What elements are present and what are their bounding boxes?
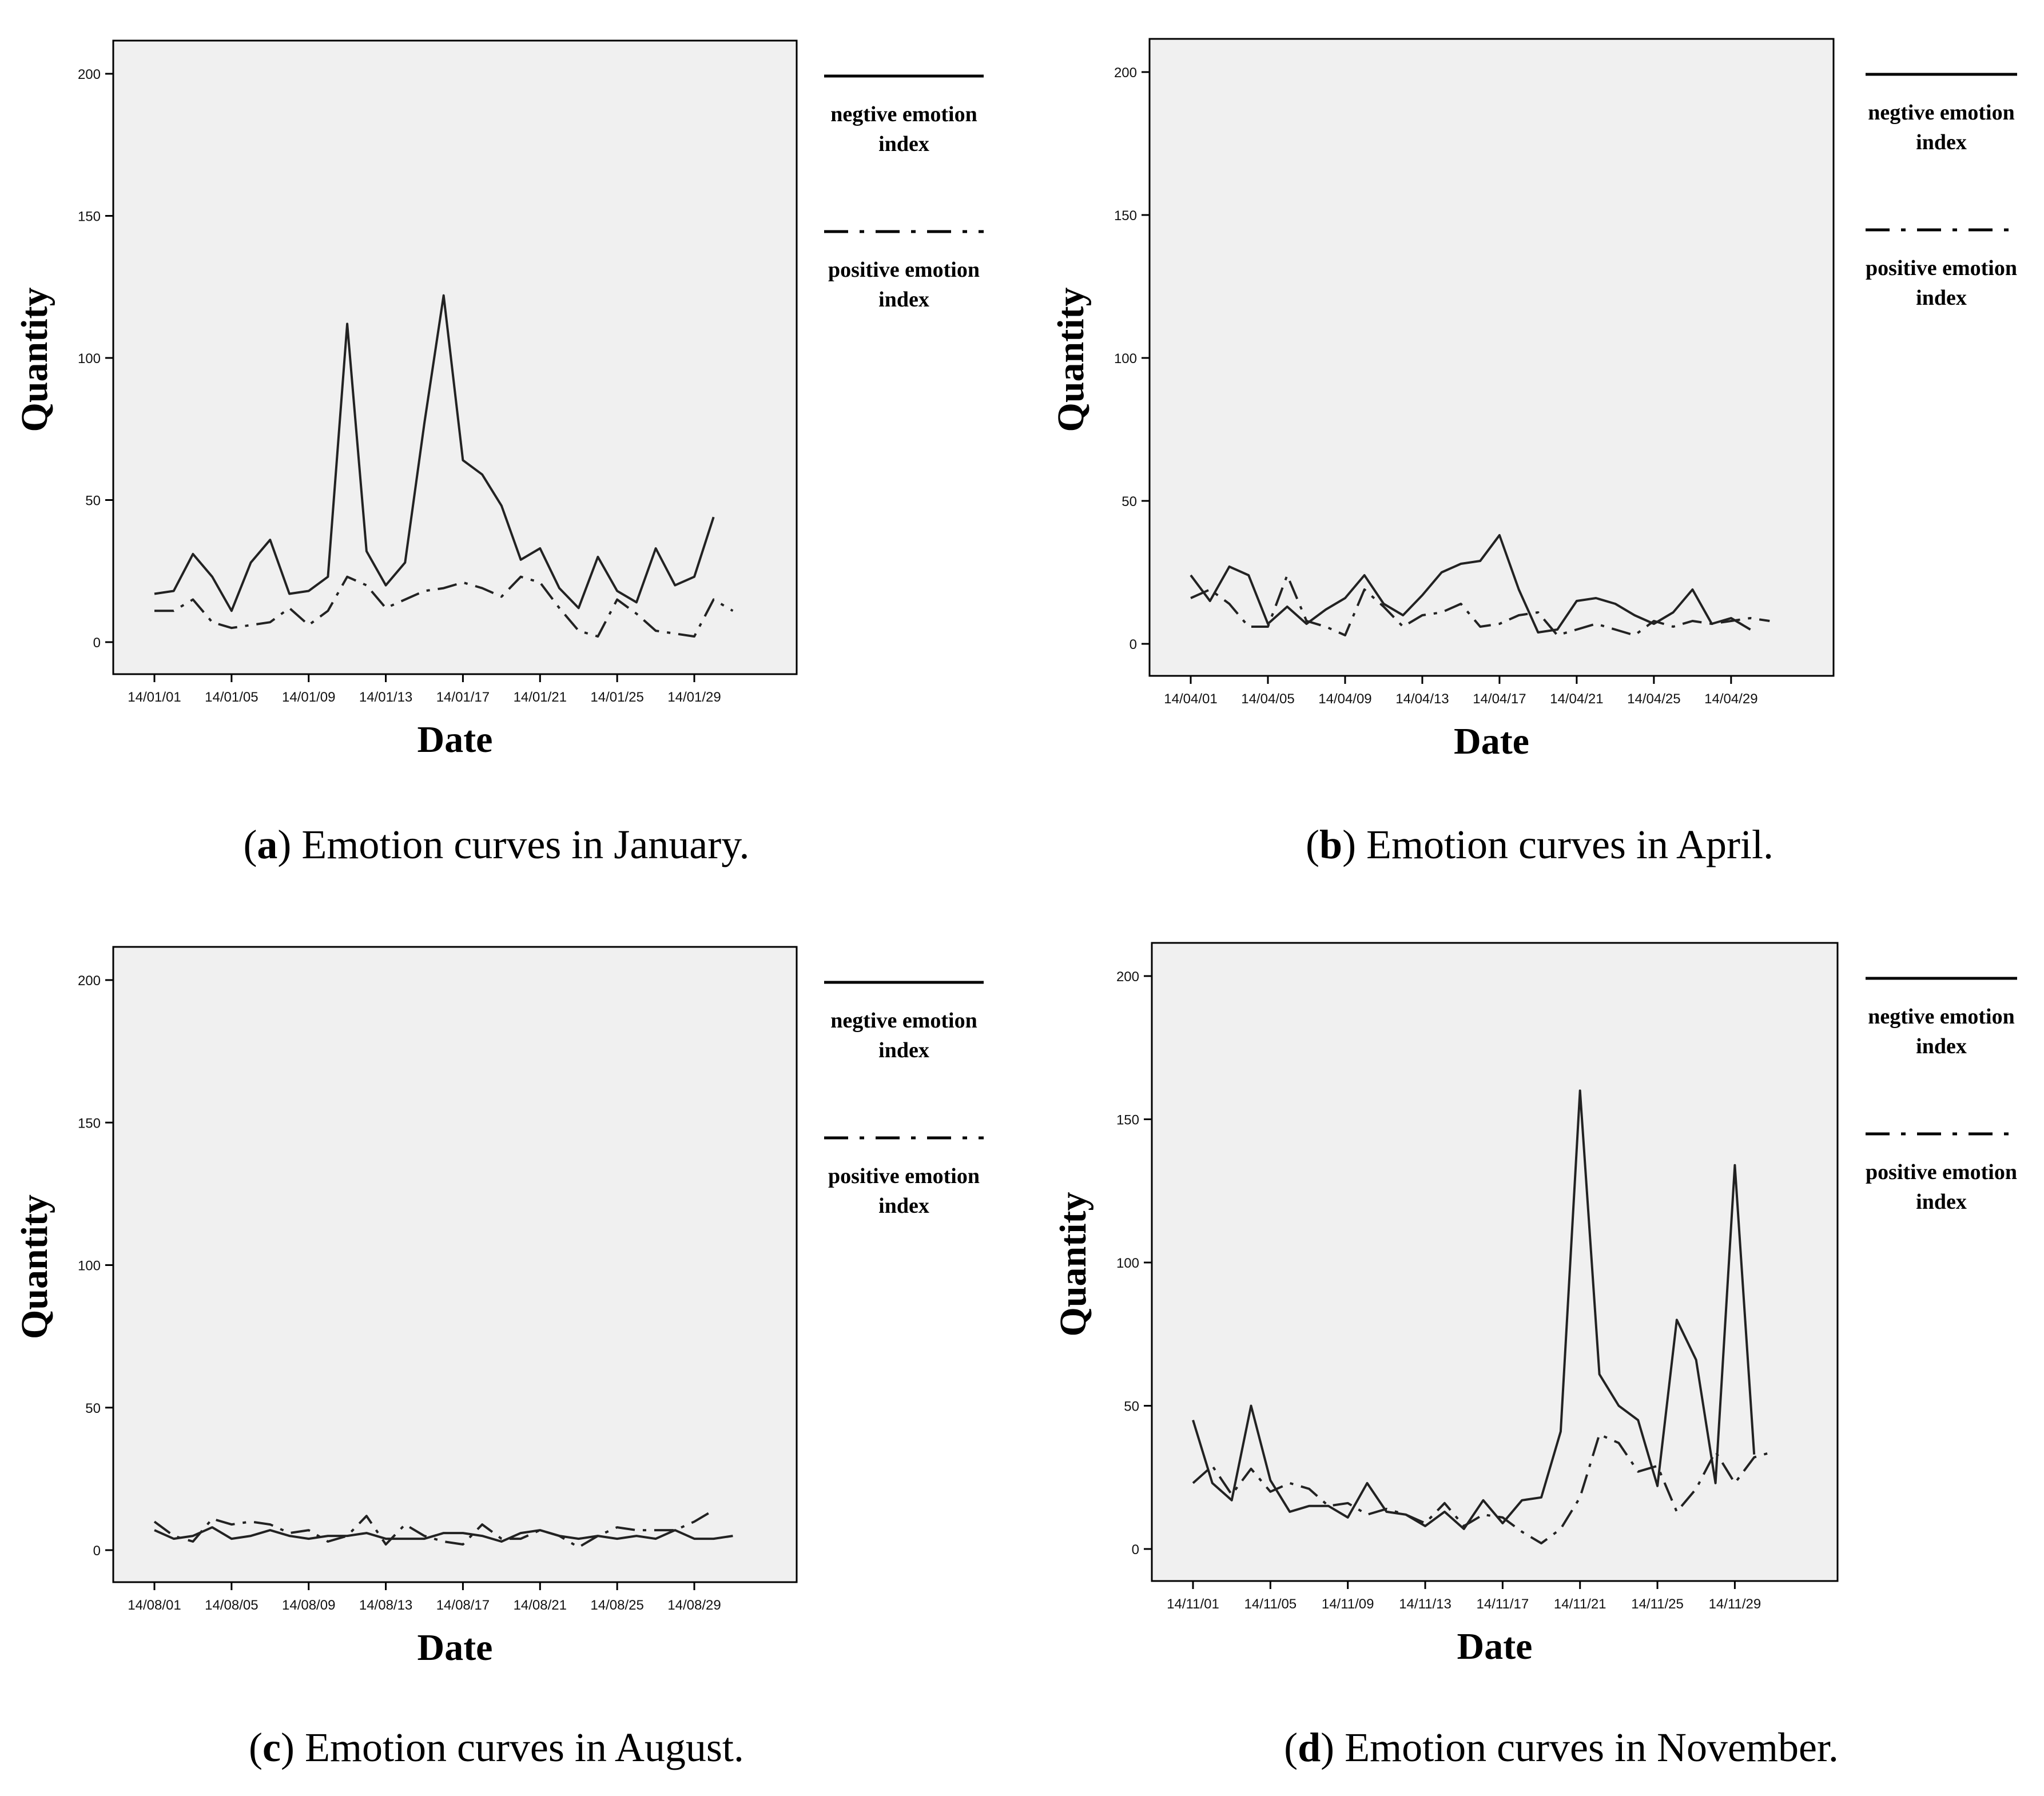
x-axis-title: Date (417, 1627, 493, 1668)
x-tick-label: 14/08/13 (359, 1598, 412, 1613)
y-tick-label: 0 (93, 1543, 101, 1559)
plot-area (112, 39, 798, 675)
x-tick-label: 14/11/09 (1322, 1596, 1374, 1612)
plot-area (1151, 942, 1839, 1582)
x-axis-title: Date (1457, 1626, 1533, 1667)
x-tick-label: 14/04/05 (1241, 691, 1294, 707)
x-tick-label: 14/08/09 (282, 1598, 335, 1613)
legend-label-positive: positive emotion index (1866, 256, 2017, 310)
y-tick-label: 50 (85, 493, 101, 509)
x-tick-label: 14/08/01 (128, 1598, 181, 1613)
x-tick-label: 14/01/17 (436, 690, 490, 705)
x-tick-label: 14/11/29 (1709, 1596, 1761, 1612)
chart-panel-a: 0 50 100 150 200 14/01/01 14/01/05 14/01/09 14/0… (14, 39, 984, 867)
caption-b: (b) Emotion curves in April. (1306, 822, 1773, 867)
y-tick-label: 100 (1116, 1256, 1139, 1271)
x-tick-label: 14/04/09 (1318, 691, 1371, 707)
y-axis-title: Quantity (14, 287, 55, 432)
y-tick-label: 150 (78, 209, 101, 225)
x-tick-label: 14/01/09 (282, 690, 335, 705)
plot-area (1148, 38, 1835, 677)
caption-c: (c) Emotion curves in August. (249, 1725, 744, 1770)
y-tick-label: 100 (1114, 351, 1137, 367)
x-tick-label: 14/11/25 (1631, 1596, 1684, 1612)
x-tick-label: 14/01/01 (128, 690, 181, 705)
chart-panel-c: 0 50 100 150 200 14/08/01 14/08/05 14/08/09 14/0… (14, 946, 984, 1770)
y-tick-label: 50 (85, 1401, 101, 1416)
y-tick-label: 50 (1124, 1399, 1139, 1415)
x-tick-label: 14/04/21 (1550, 691, 1603, 707)
x-tick-label: 14/11/01 (1167, 1596, 1219, 1612)
legend-label-negative: negtive emotion index (830, 102, 977, 156)
y-tick-label: 100 (78, 351, 101, 367)
legend-label-negative: negtive emotion index (1868, 101, 2014, 154)
x-tick-label: 14/01/25 (590, 690, 643, 705)
x-tick-label: 14/11/21 (1554, 1596, 1606, 1612)
x-tick-label: 14/04/01 (1164, 691, 1217, 707)
x-axis-title: Date (1454, 720, 1529, 762)
y-axis-title: Quantity (1052, 1192, 1094, 1336)
series-line-positive (154, 575, 734, 638)
x-tick-label: 14/08/29 (667, 1598, 721, 1613)
x-tick-label: 14/11/13 (1399, 1596, 1452, 1612)
y-tick-label: 200 (78, 973, 101, 989)
x-tick-label: 14/01/21 (514, 690, 567, 705)
series-line-positive (1190, 574, 1770, 636)
y-tick-label: 150 (1116, 1113, 1139, 1128)
legend-label-positive: positive emotion index (828, 1164, 980, 1218)
legend-label-negative: negtive emotion index (1868, 1005, 2014, 1058)
x-tick-label: 14/08/25 (590, 1598, 643, 1613)
caption-d: (d) Emotion curves in November. (1284, 1725, 1839, 1770)
y-tick-label: 50 (1122, 494, 1137, 509)
chart-panel-d: 0 50 100 150 200 14/11/01 14/11/05 14/11/09 14/1… (1052, 942, 2017, 1770)
x-tick-label: 14/01/13 (359, 690, 412, 705)
x-tick-label: 14/11/17 (1477, 1596, 1529, 1612)
x-tick-label: 14/08/17 (436, 1598, 490, 1613)
x-tick-label: 14/04/29 (1704, 691, 1757, 707)
y-tick-label: 100 (78, 1259, 101, 1274)
y-tick-label: 200 (78, 67, 101, 82)
chart-panel-b: 0 50 100 150 200 14/04/01 14/04/05 14/04/09 14/0… (1050, 38, 2017, 867)
y-tick-label: 0 (1130, 637, 1137, 652)
x-tick-label: 14/08/05 (205, 1598, 258, 1613)
series-line-positive (153, 1509, 714, 1548)
y-tick-label: 0 (1132, 1542, 1139, 1558)
caption-a: (a) Emotion curves in January. (243, 822, 749, 867)
y-axis-title: Quantity (1050, 287, 1092, 432)
plot-area (112, 946, 798, 1583)
series-line-negative (154, 294, 715, 612)
y-tick-label: 150 (1114, 208, 1137, 224)
series-line-negative (1192, 1089, 1756, 1530)
y-tick-label: 0 (93, 635, 101, 651)
x-tick-label: 14/01/29 (667, 690, 721, 705)
y-tick-label: 150 (78, 1116, 101, 1131)
x-tick-label: 14/01/05 (205, 690, 258, 705)
y-tick-label: 200 (1114, 65, 1137, 81)
series-line-negative (154, 1526, 733, 1543)
x-tick-label: 14/04/17 (1473, 691, 1526, 707)
legend-label-negative: negtive emotion index (830, 1009, 977, 1062)
y-axis-title: Quantity (14, 1194, 55, 1339)
x-tick-label: 14/11/05 (1244, 1596, 1297, 1612)
x-tick-label: 14/08/21 (514, 1598, 567, 1613)
legend-label-positive: positive emotion index (1866, 1160, 2017, 1214)
x-tick-label: 14/04/25 (1627, 691, 1680, 707)
x-tick-label: 14/04/13 (1395, 691, 1449, 707)
y-tick-label: 200 (1116, 969, 1139, 985)
legend-label-positive: positive emotion index (828, 258, 980, 312)
x-axis-title: Date (417, 719, 493, 760)
